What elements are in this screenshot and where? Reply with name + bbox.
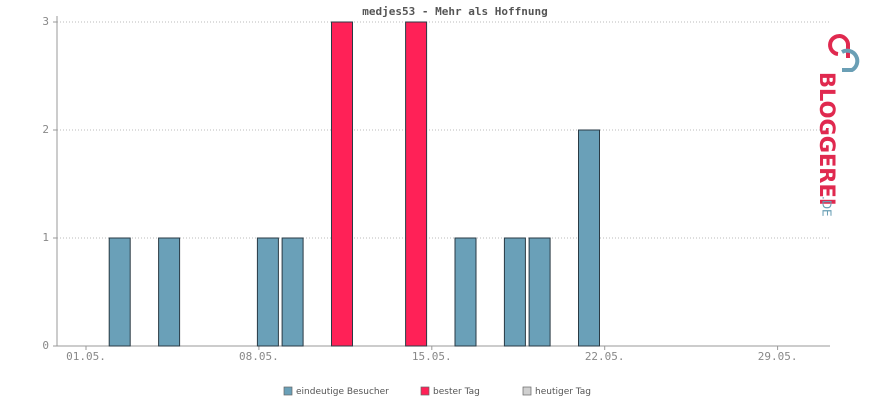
- legend-swatch: [283, 386, 293, 396]
- bar: [528, 237, 551, 347]
- x-tick-label: 08.05.: [239, 350, 279, 363]
- bar: [578, 129, 600, 347]
- legend-label: bester Tag: [433, 387, 480, 397]
- bar: [331, 21, 353, 347]
- x-tick-label: 22.05.: [585, 350, 625, 363]
- bar: [405, 21, 428, 347]
- x-tick-label: 29.05.: [758, 350, 798, 363]
- bar: [158, 237, 181, 347]
- y-tick-label: 2: [42, 123, 49, 136]
- bar: [454, 237, 477, 347]
- bar: [108, 237, 131, 347]
- x-tick-label: 01.05.: [66, 350, 106, 363]
- bar: [256, 237, 279, 347]
- logo-icon: [828, 34, 860, 72]
- bar: [281, 237, 304, 347]
- x-tick-label: 15.05.: [412, 350, 452, 363]
- y-tick-label: 3: [42, 15, 49, 28]
- y-tick-label: 1: [42, 231, 49, 244]
- legend-swatch: [420, 386, 430, 396]
- legend-label: heutiger Tag: [535, 387, 591, 397]
- watermark-tld: .DE: [820, 196, 834, 217]
- legend-label: eindeutige Besucher: [296, 387, 389, 397]
- y-tick-label: 0: [42, 339, 49, 352]
- watermark-brand: BLOGGEREI: [815, 72, 839, 206]
- watermark: BLOGGEREI .DE: [815, 72, 839, 217]
- bar: [503, 237, 526, 347]
- chart-title: medjes53 - Mehr als Hoffnung: [362, 5, 547, 18]
- legend-swatch: [522, 386, 532, 396]
